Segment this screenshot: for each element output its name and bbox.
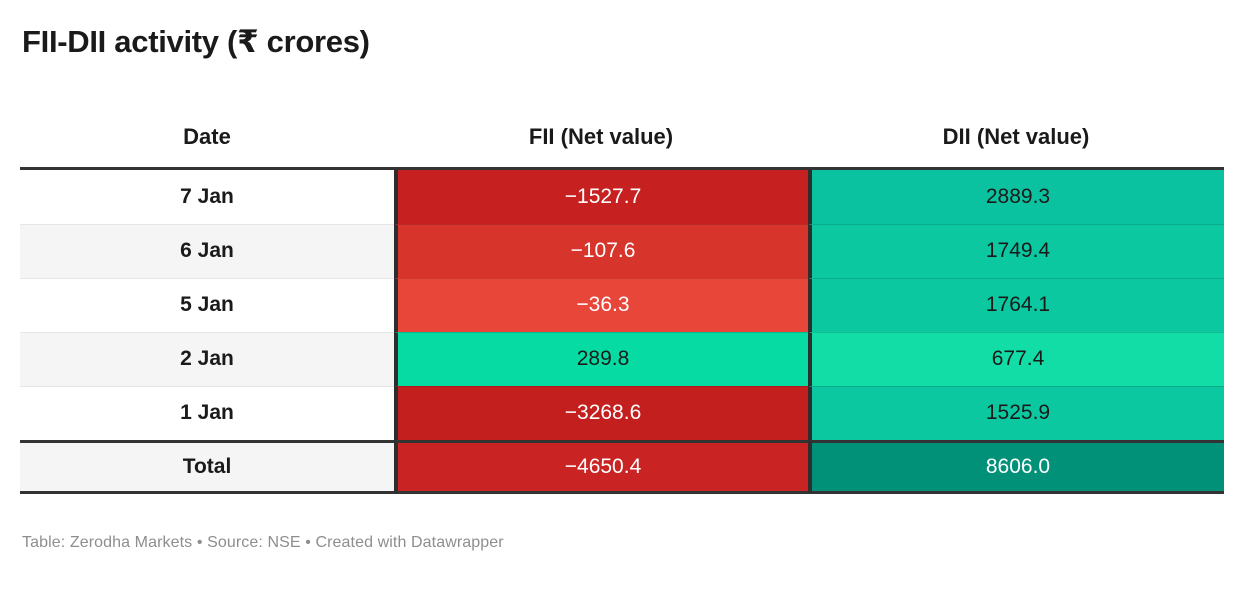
- fii-value-cell: 289.8: [394, 331, 808, 386]
- date-cell: 7 Jan: [20, 169, 394, 224]
- table-body: 7 Jan −1527.7 2889.3 6 Jan −107.6 1749.4 5 Jan…: [20, 169, 1224, 440]
- fii-dii-table: Date FII (Net value) DII (Net value) 7 J…: [20, 93, 1224, 494]
- date-cell: 6 Jan: [20, 223, 394, 278]
- table-row: 7 Jan −1527.7 2889.3: [20, 169, 1224, 224]
- date-cell: 2 Jan: [20, 331, 394, 386]
- dii-value-cell: 677.4: [808, 331, 1224, 386]
- page-title: FII-DII activity (₹ crores): [22, 24, 370, 59]
- dii-value-cell: 1764.1: [808, 277, 1224, 332]
- fii-value-cell: −36.3: [394, 277, 808, 332]
- total-fii-cell: −4650.4: [394, 439, 808, 494]
- table-row: 6 Jan −107.6 1749.4: [20, 223, 1224, 278]
- total-row: Total −4650.4 8606.0: [20, 439, 1224, 494]
- column-header-date: Date: [20, 93, 394, 170]
- date-cell: 1 Jan: [20, 385, 394, 440]
- attribution-text: Table: Zerodha Markets • Source: NSE • C…: [22, 533, 504, 551]
- table-header: Date FII (Net value) DII (Net value): [20, 93, 1224, 170]
- table-row: 2 Jan 289.8 677.4: [20, 331, 1224, 386]
- total-label-cell: Total: [20, 439, 394, 494]
- fii-value-cell: −1527.7: [394, 169, 808, 224]
- column-header-fii: FII (Net value): [394, 93, 808, 170]
- fii-value-cell: −107.6: [394, 223, 808, 278]
- fii-value-cell: −3268.6: [394, 385, 808, 440]
- table-row: 1 Jan −3268.6 1525.9: [20, 385, 1224, 440]
- dii-value-cell: 1749.4: [808, 223, 1224, 278]
- dii-value-cell: 2889.3: [808, 169, 1224, 224]
- date-cell: 5 Jan: [20, 277, 394, 332]
- column-header-dii: DII (Net value): [808, 93, 1224, 170]
- table-row: 5 Jan −36.3 1764.1: [20, 277, 1224, 332]
- dii-value-cell: 1525.9: [808, 385, 1224, 440]
- total-dii-cell: 8606.0: [808, 439, 1224, 494]
- table-footer-row-group: Total −4650.4 8606.0: [20, 439, 1224, 494]
